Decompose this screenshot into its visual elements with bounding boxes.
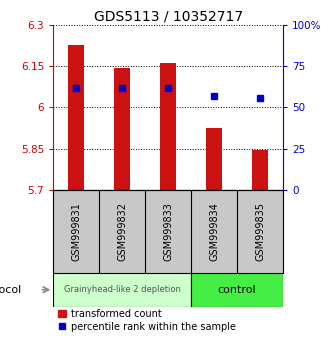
Text: control: control <box>218 285 256 295</box>
Text: protocol: protocol <box>0 285 21 295</box>
Bar <box>114 68 130 190</box>
Title: GDS5113 / 10352717: GDS5113 / 10352717 <box>94 10 243 24</box>
Text: GSM999831: GSM999831 <box>71 202 81 261</box>
Bar <box>252 150 268 190</box>
Text: GSM999832: GSM999832 <box>117 202 127 261</box>
Bar <box>160 63 176 190</box>
Text: GSM999835: GSM999835 <box>255 202 265 261</box>
Bar <box>68 45 84 190</box>
Text: GSM999834: GSM999834 <box>209 202 219 261</box>
Bar <box>206 128 222 190</box>
Text: GSM999833: GSM999833 <box>163 202 173 261</box>
Legend: transformed count, percentile rank within the sample: transformed count, percentile rank withi… <box>58 309 236 332</box>
Bar <box>53 273 191 307</box>
Bar <box>191 273 283 307</box>
Text: Grainyhead-like 2 depletion: Grainyhead-like 2 depletion <box>64 285 180 294</box>
